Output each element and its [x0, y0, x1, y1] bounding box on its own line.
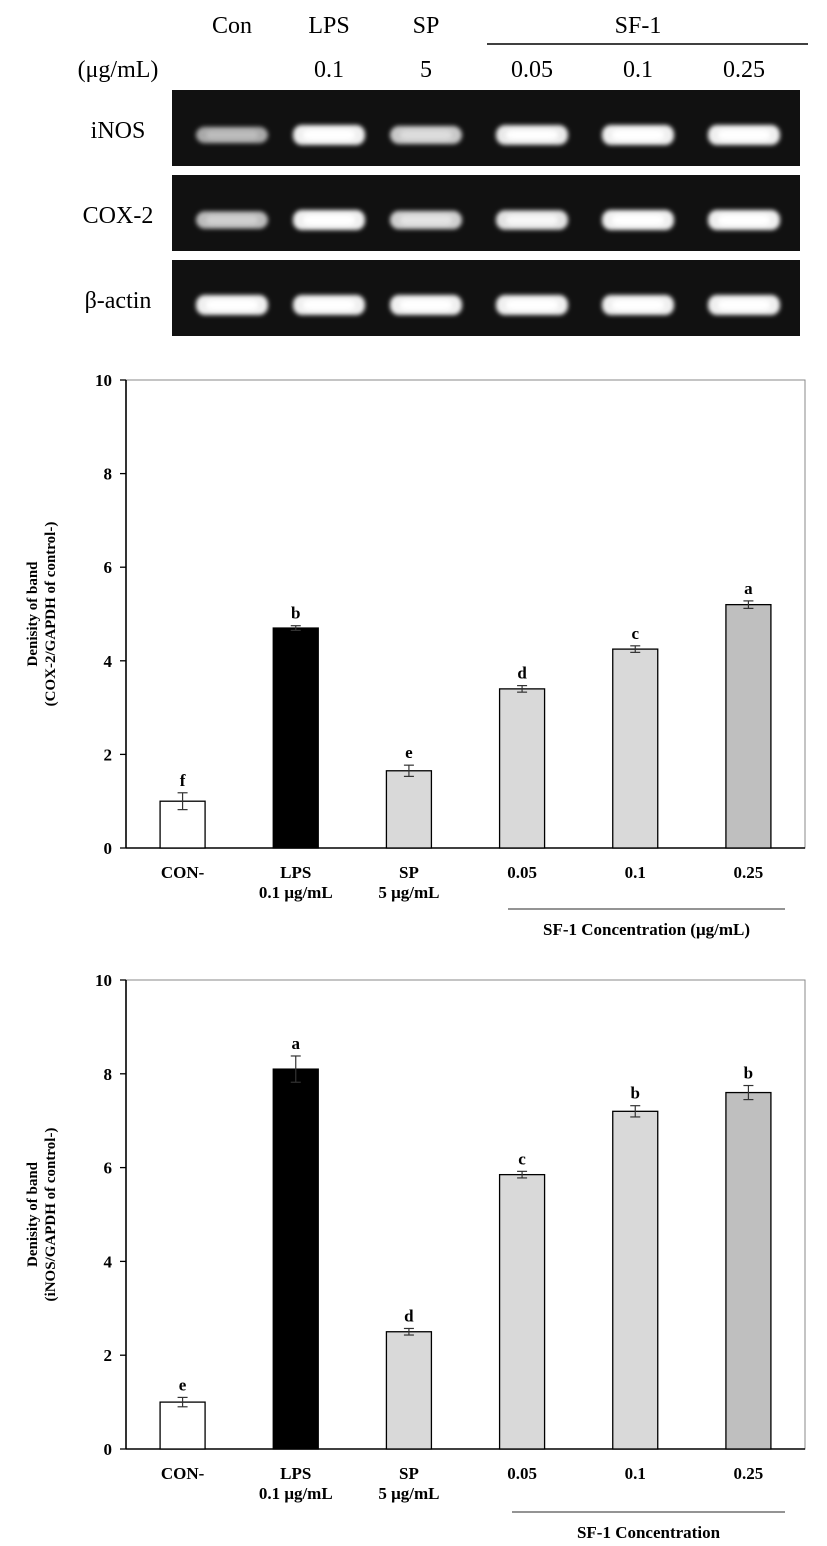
significance-letter: a — [292, 1034, 301, 1053]
significance-letter: e — [179, 1375, 187, 1394]
gel-band-core — [303, 130, 355, 140]
significance-letter: b — [631, 1084, 640, 1103]
bar — [272, 627, 319, 849]
x-tick-label: LPS — [280, 863, 311, 882]
gel-group-label: SF-1 — [615, 13, 662, 39]
gel-band-core — [206, 300, 258, 310]
x-tick-label: SP — [399, 863, 419, 882]
gel-row-label: β-actin — [85, 288, 152, 314]
inos-density-chart: 0 2 4 6 8 10 Denisity of band (iNOS/GAPDH of co… — [25, 971, 806, 1542]
significance-letter: d — [404, 1306, 414, 1325]
plot-frame — [125, 979, 806, 1450]
group-label: SF-1 Concentration — [577, 1523, 721, 1542]
bar — [612, 648, 659, 849]
x-tick-label: 5 μg/mL — [378, 1484, 439, 1503]
y-tick-label: 0 — [104, 1440, 113, 1459]
significance-letter: c — [518, 1149, 526, 1168]
x-tick-label: CON- — [161, 1464, 205, 1483]
y-tick-label: 10 — [95, 971, 112, 990]
gel-band-core — [303, 215, 355, 225]
gel-blot-panel: Con LPS 0.1 SP 5 0.05 0.1 0.25 SF-1 (μg/mL) iNOS CO… — [78, 13, 808, 336]
significance-letter: c — [631, 624, 639, 643]
x-tick-label: 0.1 μg/mL — [259, 1484, 333, 1503]
gel-lane-label: Con — [212, 13, 252, 39]
group-label: SF-1 Concentration (μg/mL) — [543, 920, 750, 939]
gel-lane-dose: 0.1 — [314, 57, 344, 83]
significance-letter: d — [517, 664, 527, 683]
gel-band-core — [718, 300, 770, 310]
x-tick-label: 0.1 μg/mL — [259, 883, 333, 902]
gel-strip — [172, 175, 800, 251]
y-tick-label: 0 — [104, 839, 113, 858]
y-axis-label: Denisity of band (iNOS/GAPDH of control-) — [25, 1128, 59, 1302]
gel-strip — [172, 90, 800, 166]
cox2-density-chart: 0 2 4 6 8 10 Denisity of band (COX-2/GAPDH of c… — [25, 371, 806, 939]
gel-lane-dose: 0.1 — [623, 57, 653, 83]
gel-lane-dose: 0.25 — [723, 57, 765, 83]
gel-band-core — [612, 215, 664, 225]
gel-band-core — [206, 130, 258, 140]
significance-letter: b — [744, 1064, 753, 1083]
gel-band-core — [612, 130, 664, 140]
x-tick-label: LPS — [280, 1464, 311, 1483]
y-tick-label: 8 — [104, 1065, 113, 1084]
significance-letter: a — [744, 579, 753, 598]
gel-band-core — [400, 130, 452, 140]
gel-band-core — [400, 215, 452, 225]
plot-frame — [125, 379, 806, 849]
gel-unit-label: (μg/mL) — [78, 57, 159, 83]
x-tick-label: 0.1 — [625, 863, 646, 882]
x-tick-label: CON- — [161, 863, 205, 882]
gel-strip — [172, 260, 800, 336]
bar — [725, 1091, 772, 1450]
bar — [725, 603, 772, 849]
x-tick-label: 0.1 — [625, 1464, 646, 1483]
y-tick-label: 6 — [104, 1159, 113, 1178]
y-axis-label-line: (iNOS/GAPDH of control-) — [43, 1128, 59, 1302]
bar — [159, 1401, 206, 1450]
x-tick-label: 0.05 — [507, 863, 537, 882]
gel-lane-dose: 0.05 — [511, 57, 553, 83]
y-axis-label-line: Denisity of band — [25, 1161, 41, 1267]
x-tick-label: SP — [399, 1464, 419, 1483]
bar — [498, 1173, 546, 1450]
gel-band-core — [506, 300, 558, 310]
gel-band-core — [612, 300, 664, 310]
gel-lane-label: SP — [413, 13, 440, 39]
gel-band-core — [718, 215, 770, 225]
gel-lane-label: LPS — [308, 13, 349, 39]
x-tick-label: 5 μg/mL — [378, 883, 439, 902]
gel-band-core — [400, 300, 452, 310]
y-tick-label: 6 — [104, 558, 113, 577]
bar — [385, 1331, 433, 1450]
significance-letter: b — [291, 604, 300, 623]
significance-letter: f — [180, 771, 186, 790]
y-axis-label: Denisity of band (COX-2/GAPDH of control-… — [25, 522, 59, 707]
x-tick-label: 0.25 — [734, 863, 764, 882]
significance-letter: e — [405, 743, 413, 762]
y-tick-label: 2 — [104, 745, 113, 764]
y-tick-label: 2 — [104, 1346, 113, 1365]
y-tick-label: 4 — [104, 1252, 113, 1271]
bar — [385, 770, 433, 849]
y-axis-label-line: Denisity of band — [25, 561, 41, 667]
gel-band-core — [506, 130, 558, 140]
bar — [498, 688, 546, 849]
x-tick-label: 0.25 — [734, 1464, 764, 1483]
gel-band-core — [718, 130, 770, 140]
gel-lane-dose: 5 — [420, 57, 432, 83]
y-tick-label: 4 — [104, 652, 113, 671]
gel-band-core — [506, 215, 558, 225]
y-axis-label-line: (COX-2/GAPDH of control-) — [43, 522, 59, 707]
gel-band-core — [206, 215, 258, 225]
gel-row-label: iNOS — [91, 118, 146, 144]
gel-band-core — [303, 300, 355, 310]
y-tick-label: 10 — [95, 371, 112, 390]
bar — [612, 1110, 659, 1450]
x-tick-label: 0.05 — [507, 1464, 537, 1483]
gel-row-label: COX-2 — [83, 203, 154, 229]
y-tick-label: 8 — [104, 465, 113, 484]
bar — [272, 1068, 319, 1450]
